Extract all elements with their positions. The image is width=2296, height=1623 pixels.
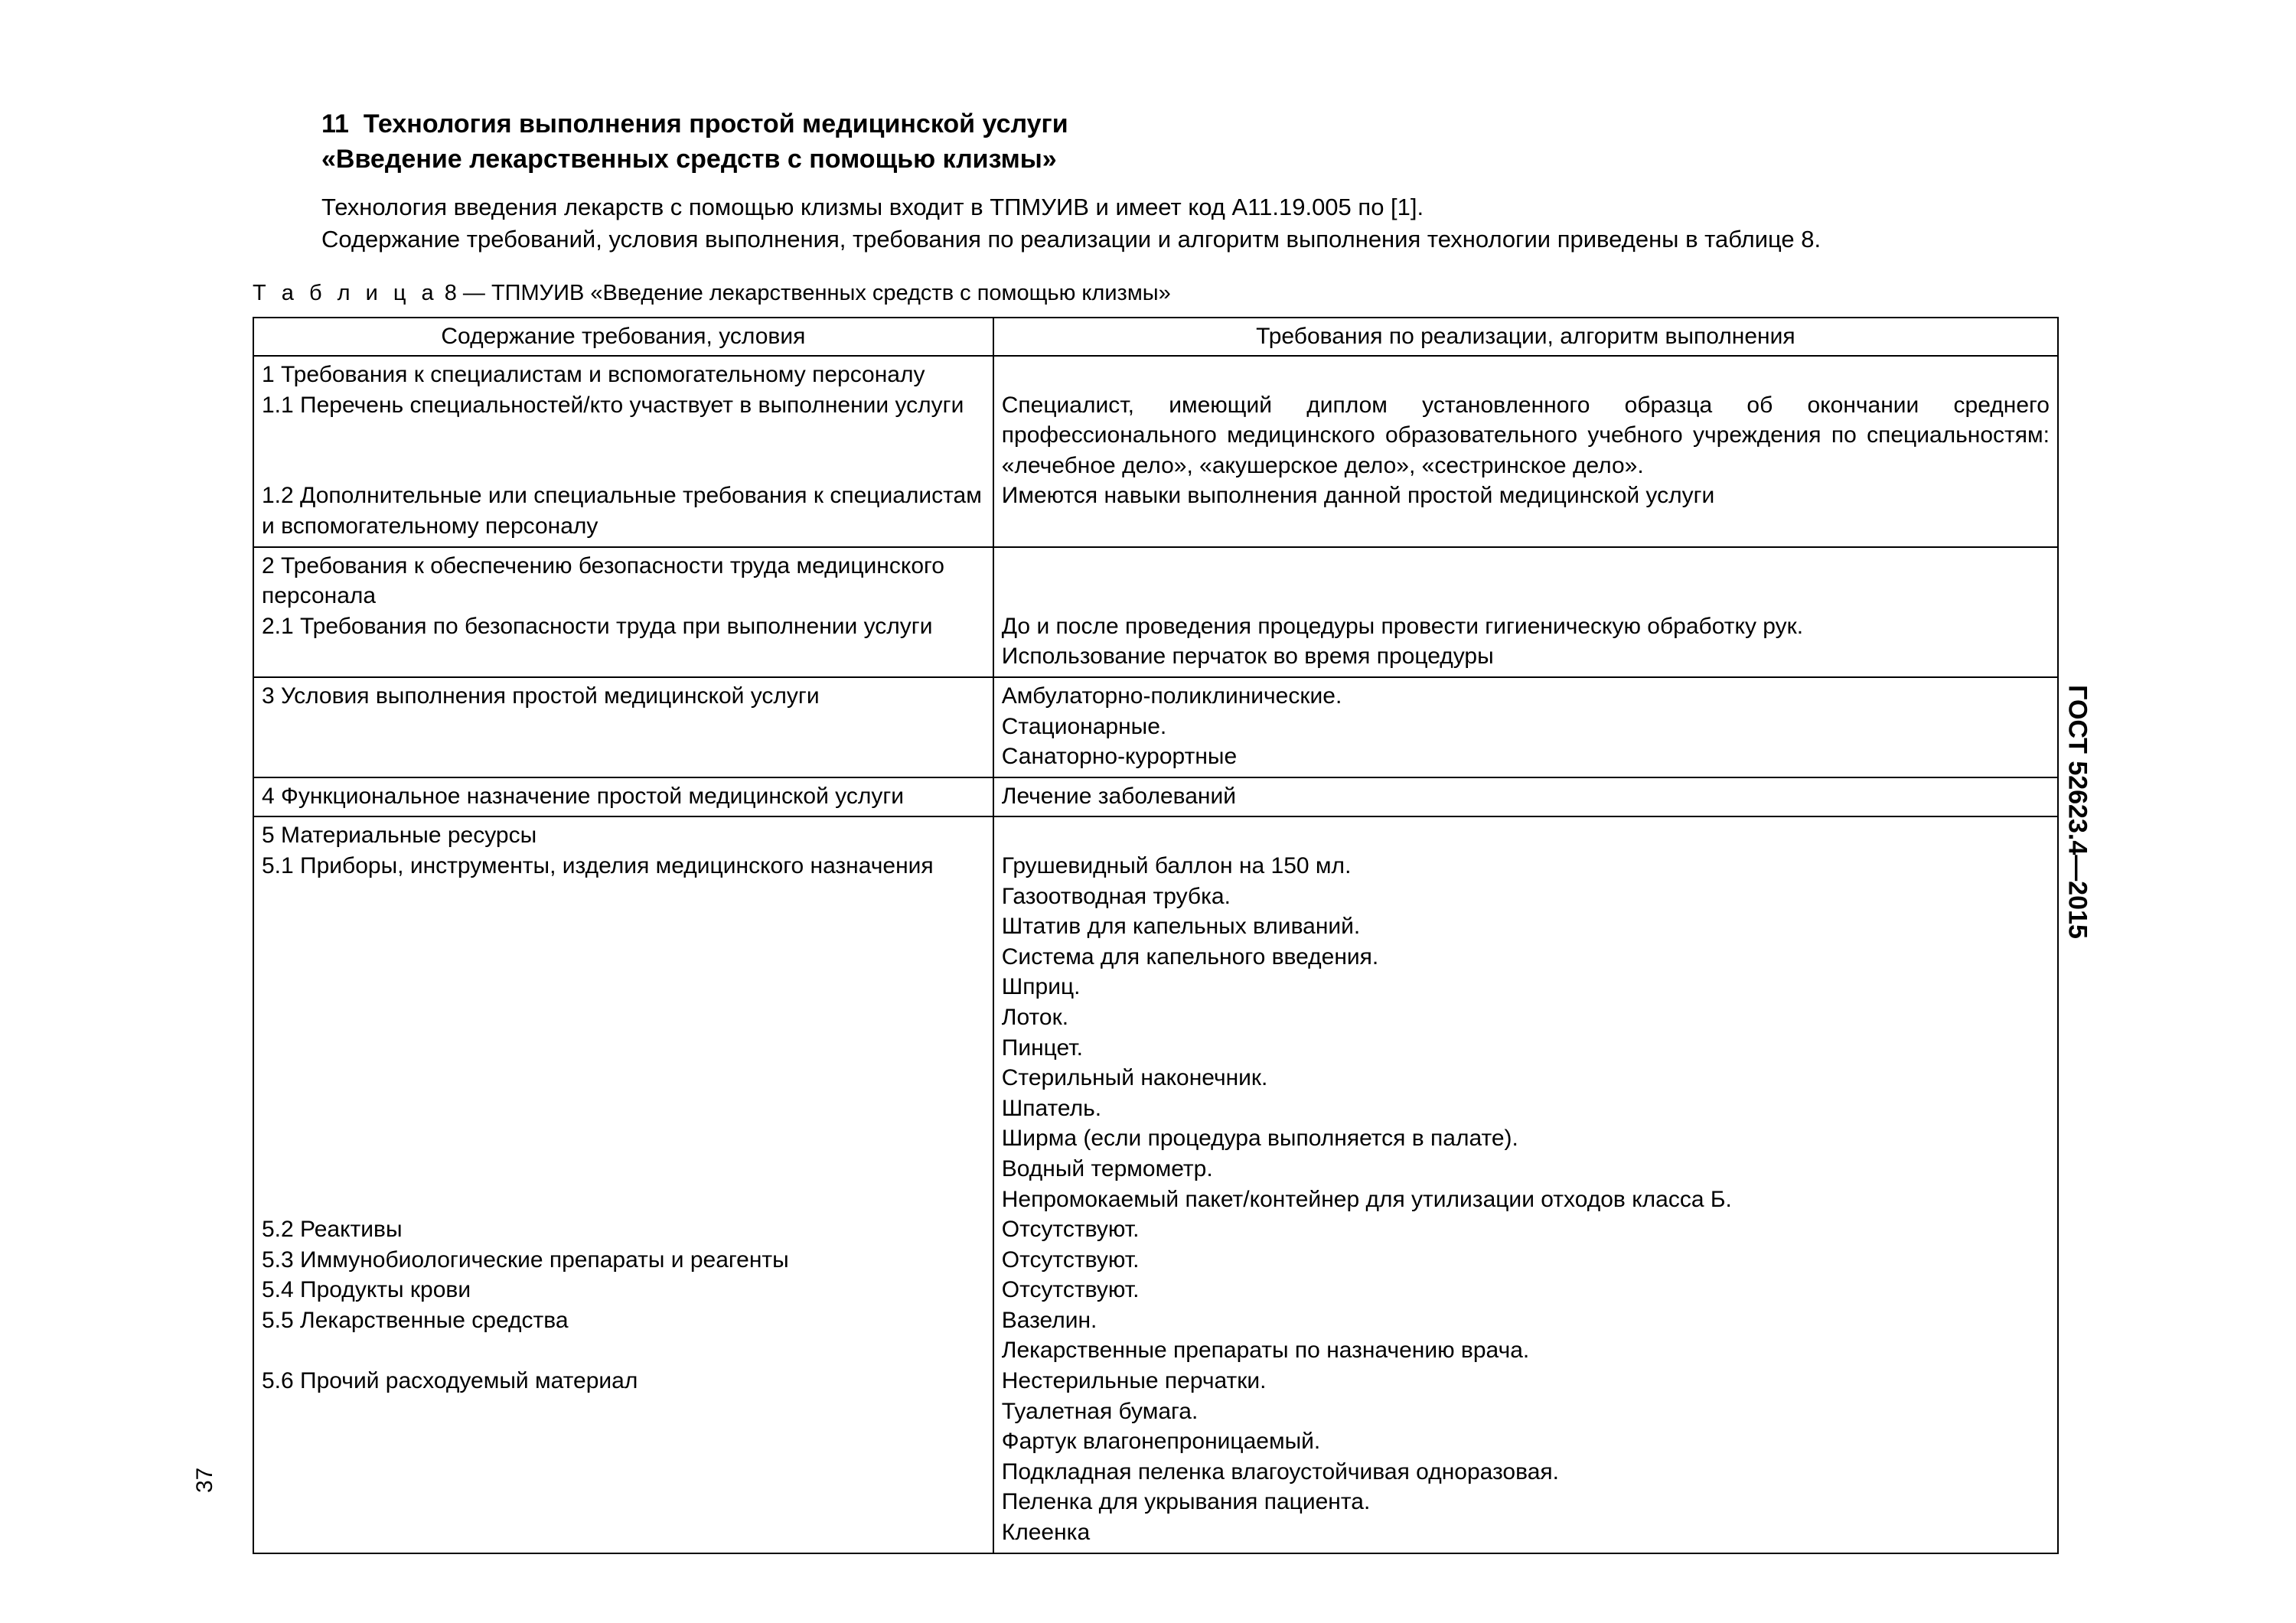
intro-paragraph: Технология введения лекарств с помощью к… — [321, 191, 2059, 256]
table-caption-spaced: Т а б л и ц а — [253, 281, 439, 305]
table-caption: Т а б л и ц а 8 — ТПМУИВ «Введение лекар… — [253, 281, 2059, 306]
cell-requirements: Амбулаторно-поликлинические. Стационарны… — [993, 677, 2058, 777]
col-header-conditions: Содержание требования, условия — [253, 318, 993, 356]
intro-line1: Технология введения лекарств с помощью к… — [321, 194, 1424, 220]
document-page: 11 Технология выполнения простой медицин… — [0, 0, 2296, 1623]
table-row: 3 Условия выполнения простой медицинской… — [253, 677, 2058, 777]
cell-conditions: 2 Требования к обеспечению безопасности … — [253, 547, 993, 677]
heading-line1: Технология выполнения простой медицинско… — [364, 109, 1068, 139]
col-header-requirements: Требования по реализации, алгоритм выпол… — [993, 318, 2058, 356]
intro-line2: Содержание требований, условия выполнени… — [321, 226, 1821, 253]
table-row: 2 Требования к обеспечению безопасности … — [253, 547, 2058, 677]
cell-requirements: Специалист, имеющий диплом установленног… — [993, 356, 2058, 547]
section-number: 11 — [321, 109, 349, 139]
table-row: 5 Материальные ресурсы 5.1 Приборы, инст… — [253, 816, 2058, 1553]
cell-requirements: Грушевидный баллон на 150 мл. Газоотводн… — [993, 816, 2058, 1553]
requirements-table: Содержание требования, условия Требовани… — [253, 317, 2059, 1553]
table-row: 1 Требования к специалистам и вспомогате… — [253, 356, 2058, 547]
standard-code-label: ГОСТ 52623.4—2015 — [2063, 685, 2092, 939]
heading-line2: «Введение лекарственных средств с помощь… — [321, 145, 1057, 174]
table-header-row: Содержание требования, условия Требовани… — [253, 318, 2058, 356]
page-number: 37 — [192, 1468, 218, 1493]
table-body: 1 Требования к специалистам и вспомогате… — [253, 356, 2058, 1553]
cell-requirements: До и после проведения процедуры провести… — [993, 547, 2058, 677]
cell-conditions: 4 Функциональное назначение простой меди… — [253, 777, 993, 817]
table-row: 4 Функциональное назначение простой меди… — [253, 777, 2058, 817]
cell-conditions: 1 Требования к специалистам и вспомогате… — [253, 356, 993, 547]
cell-conditions: 3 Условия выполнения простой медицинской… — [253, 677, 993, 777]
cell-requirements: Лечение заболеваний — [993, 777, 2058, 817]
cell-conditions: 5 Материальные ресурсы 5.1 Приборы, инст… — [253, 816, 993, 1553]
table-caption-rest: 8 — ТПМУИВ «Введение лекарственных средс… — [439, 281, 1171, 305]
section-heading: 11 Технология выполнения простой медицин… — [321, 107, 2059, 178]
